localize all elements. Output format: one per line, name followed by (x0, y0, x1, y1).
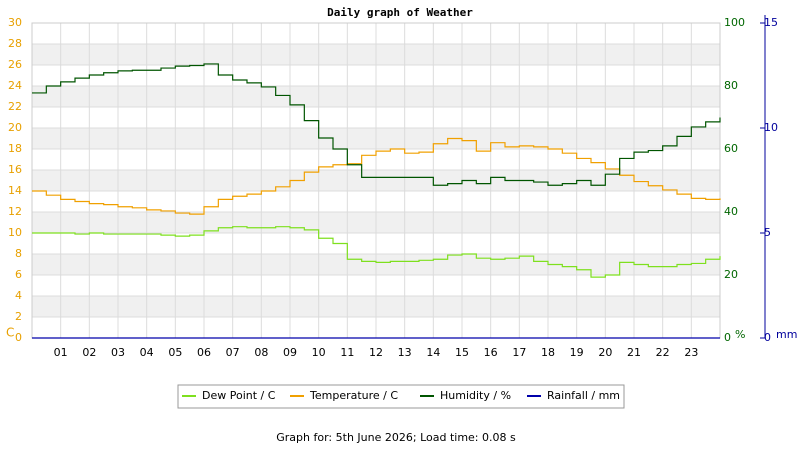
y2-axis-unit: % (735, 328, 745, 341)
footer: Graph for: 5th June 2026; Load time: 0.0… (276, 431, 516, 444)
y-tick-label: 30 (8, 16, 22, 29)
y-tick-label: 26 (8, 58, 22, 71)
y3-tick-label: 0 (764, 331, 771, 344)
y3-axis-unit: mm (776, 328, 797, 341)
y2-tick-label: 40 (724, 205, 738, 218)
x-tick-label: 09 (283, 346, 297, 359)
y-tick-label: 8 (15, 247, 22, 260)
y-tick-label: 18 (8, 142, 22, 155)
x-tick-label: 08 (254, 346, 268, 359)
x-tick-label: 05 (168, 346, 182, 359)
x-tick-label: 14 (426, 346, 440, 359)
series-line (32, 226, 721, 278)
y2-tick-label: 60 (724, 142, 738, 155)
y-tick-label: 12 (8, 205, 22, 218)
x-tick-label: 04 (140, 346, 154, 359)
legend-label: Dew Point / C (202, 389, 276, 402)
legend-label: Humidity / % (440, 389, 511, 402)
x-tick-label: 16 (484, 346, 498, 359)
y2-tick-label: 20 (724, 268, 738, 281)
legend-label: Temperature / C (309, 389, 398, 402)
y-tick-label: 28 (8, 37, 22, 50)
y-tick-label: 16 (8, 163, 22, 176)
y2-tick-label: 0 (724, 331, 731, 344)
y-axis-unit: C (6, 326, 14, 340)
y-tick-label: 20 (8, 121, 22, 134)
x-tick-label: 10 (312, 346, 326, 359)
x-tick-label: 20 (598, 346, 612, 359)
x-tick-label: 02 (82, 346, 96, 359)
y3-tick-label: 15 (764, 16, 778, 29)
y-tick-label: 2 (15, 310, 22, 323)
x-tick-label: 22 (656, 346, 670, 359)
y2-tick-label: 80 (724, 79, 738, 92)
y2-tick-label: 100 (724, 16, 745, 29)
y-tick-label: 4 (15, 289, 22, 302)
x-tick-label: 19 (570, 346, 584, 359)
x-tick-label: 13 (398, 346, 412, 359)
y-tick-label: 22 (8, 100, 22, 113)
x-tick-label: 12 (369, 346, 383, 359)
y3-tick-label: 5 (764, 226, 771, 239)
y-tick-label: 14 (8, 184, 22, 197)
series-line (32, 137, 721, 215)
x-tick-label: 07 (226, 346, 240, 359)
x-tick-label: 03 (111, 346, 125, 359)
y-tick-label: 10 (8, 226, 22, 239)
series-line (32, 63, 721, 186)
x-tick-label: 23 (684, 346, 698, 359)
legend-box (177, 384, 625, 409)
x-tick-label: 17 (512, 346, 526, 359)
x-tick-label: 15 (455, 346, 469, 359)
legend-label: Rainfall / mm (547, 389, 620, 402)
y-tick-label: 0 (15, 331, 22, 344)
y-tick-label: 24 (8, 79, 22, 92)
chart-title: Daily graph of Weather (327, 6, 473, 19)
x-tick-label: 18 (541, 346, 555, 359)
x-tick-label: 21 (627, 346, 641, 359)
y-tick-label: 6 (15, 268, 22, 281)
x-tick-label: 06 (197, 346, 211, 359)
x-tick-label: 01 (54, 346, 68, 359)
y3-tick-label: 10 (764, 121, 778, 134)
x-tick-label: 11 (340, 346, 354, 359)
